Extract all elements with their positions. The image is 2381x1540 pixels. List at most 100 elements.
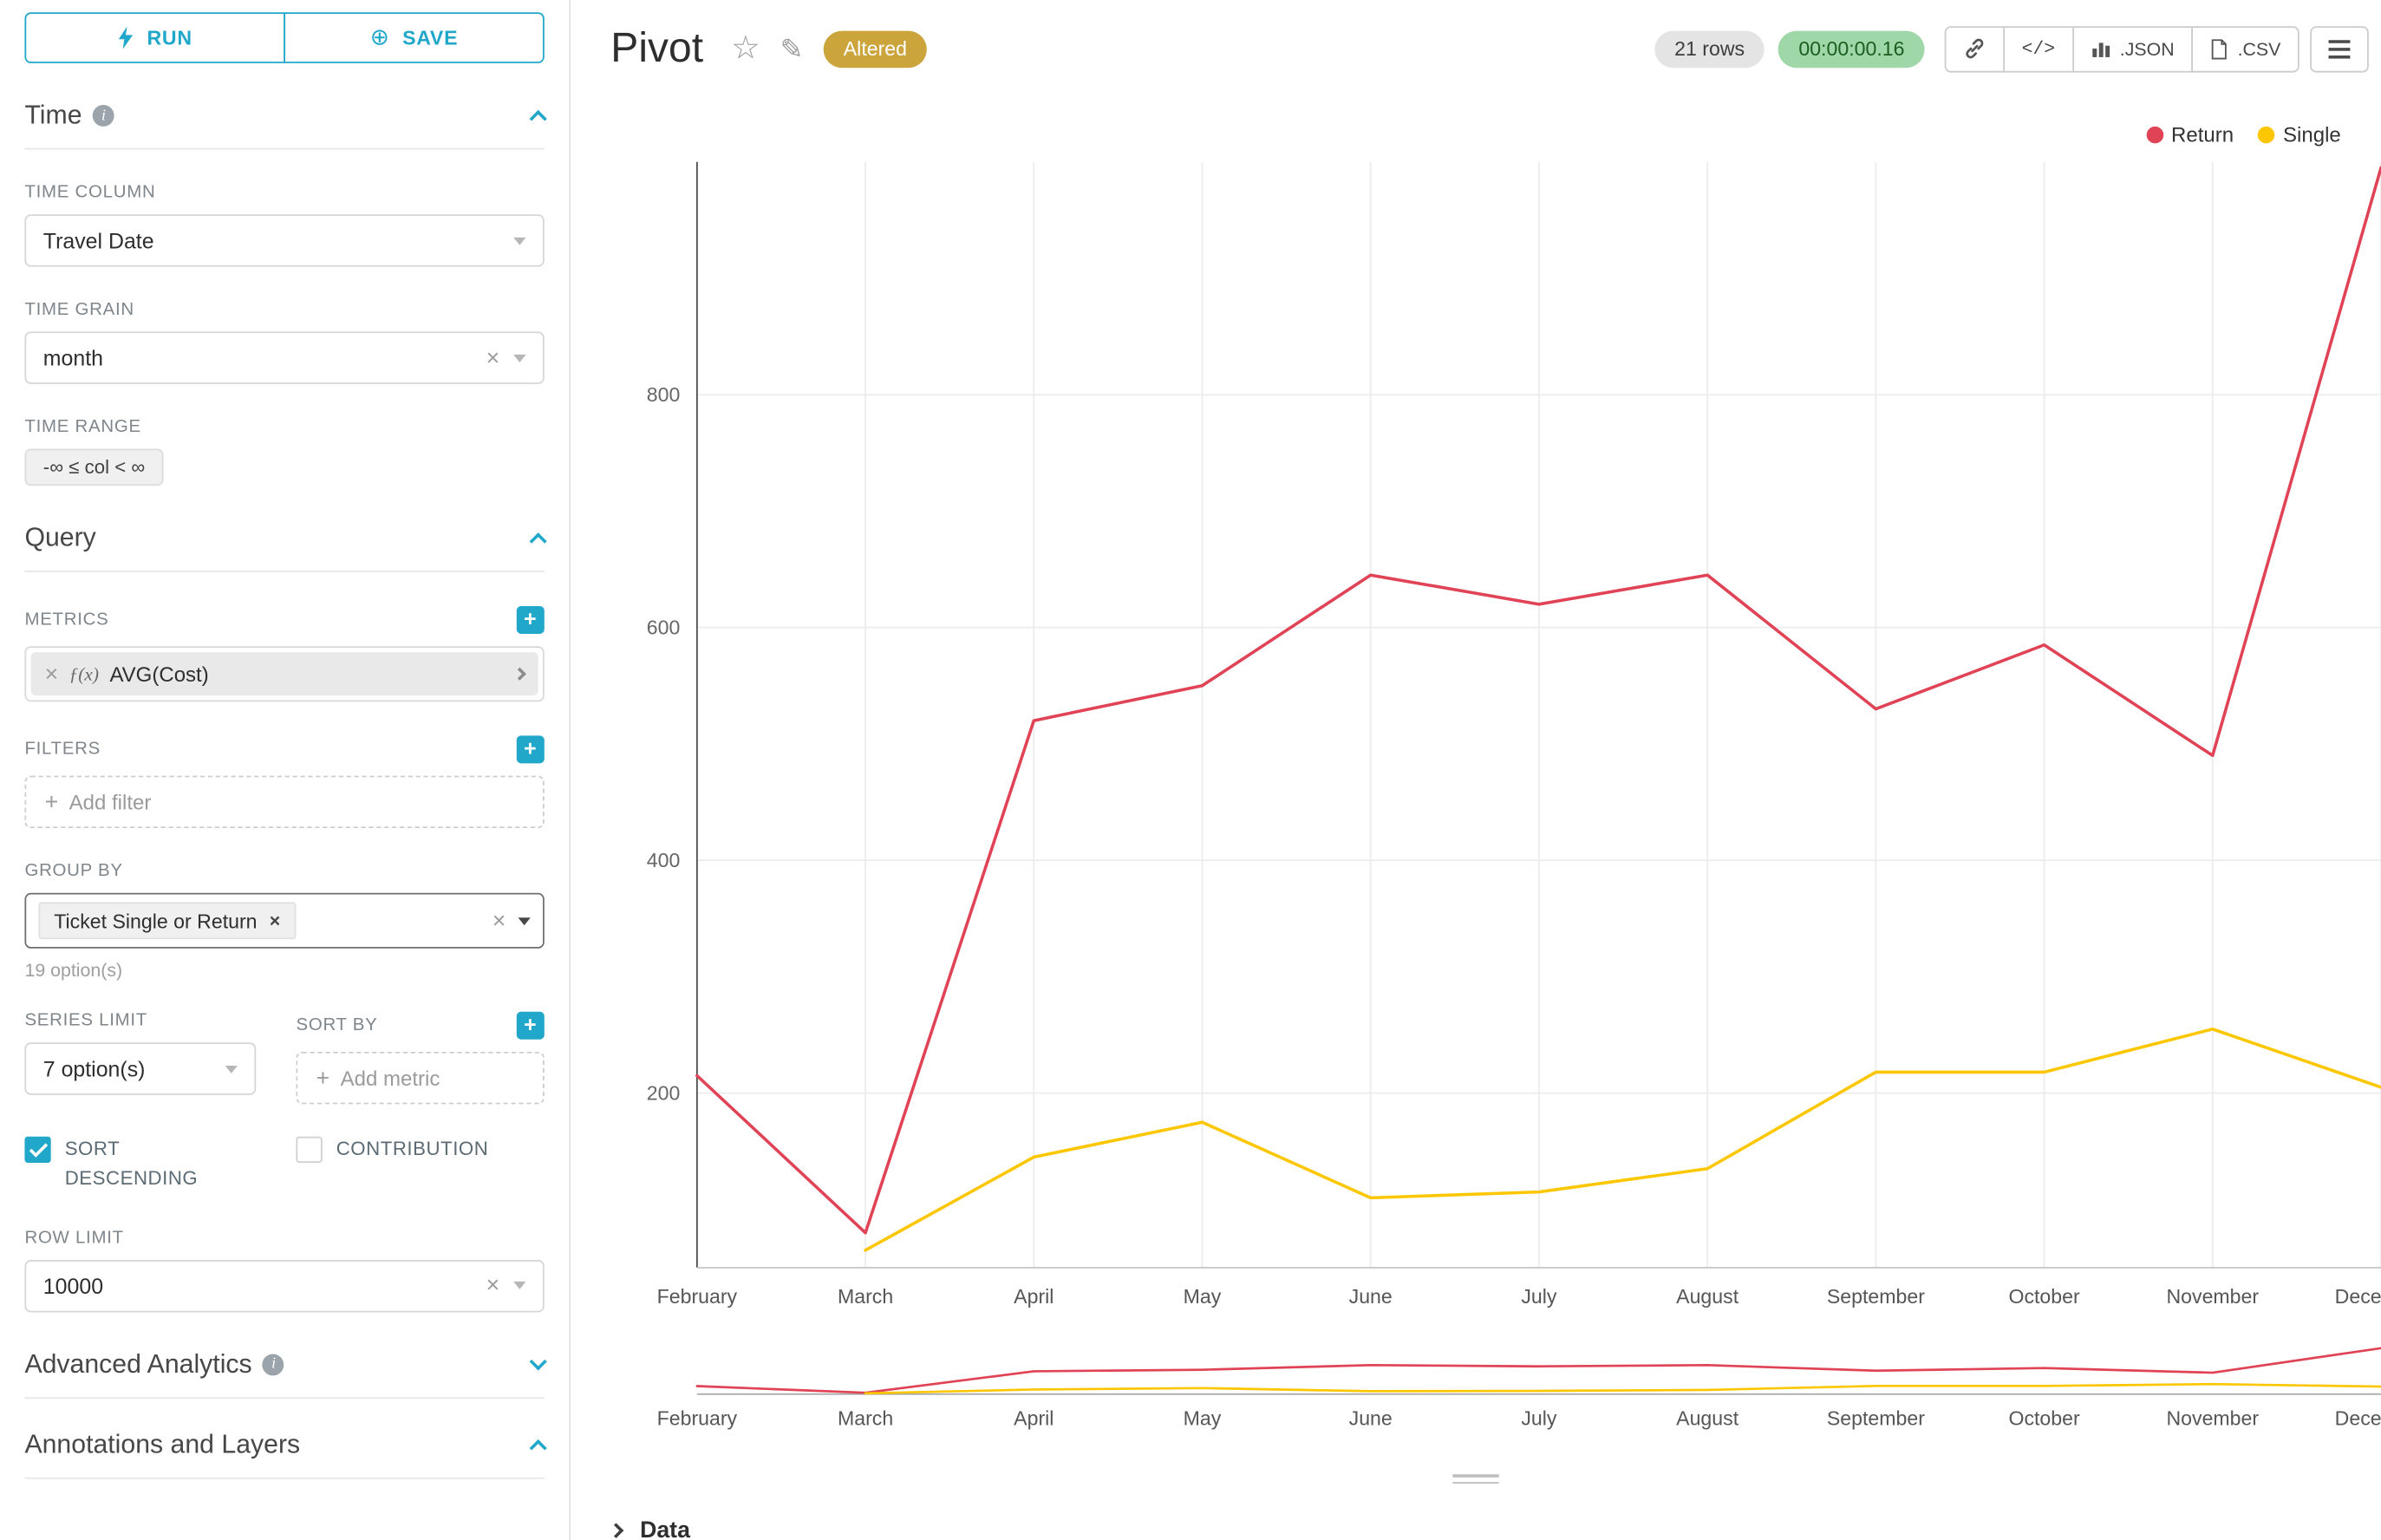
- svg-text:September: September: [1827, 1285, 1925, 1308]
- svg-text:March: March: [838, 1285, 893, 1308]
- time-grain-select[interactable]: month ×: [24, 331, 545, 384]
- group-by-tag-label: Ticket Single or Return: [54, 909, 258, 933]
- svg-text:September: September: [1827, 1406, 1925, 1429]
- svg-text:April: April: [1014, 1285, 1054, 1308]
- data-panel-title: Data: [640, 1517, 690, 1540]
- chevron-down-icon: [513, 354, 526, 362]
- svg-text:800: 800: [647, 383, 681, 406]
- clear-icon[interactable]: ×: [486, 1272, 500, 1299]
- save-button[interactable]: ⊕ SAVE: [284, 12, 545, 63]
- svg-text:December: December: [2335, 1406, 2381, 1429]
- add-metric-button[interactable]: +: [516, 605, 545, 634]
- advanced-analytics-title: Advanced Analytics: [24, 1348, 252, 1379]
- svg-text:August: August: [1676, 1285, 1739, 1308]
- group-by-tag[interactable]: Ticket Single or Return ×: [38, 902, 297, 940]
- checkbox-checked[interactable]: [24, 1136, 51, 1163]
- data-panel-toggle[interactable]: Data: [608, 1517, 690, 1540]
- clear-icon[interactable]: ×: [492, 907, 506, 934]
- time-column-label: TIME COLUMN: [24, 183, 156, 202]
- group-by-select[interactable]: Ticket Single or Return × ×: [24, 892, 545, 949]
- chevron-up-icon[interactable]: [529, 1439, 547, 1457]
- remove-tag-icon[interactable]: ×: [269, 910, 281, 932]
- svg-text:June: June: [1349, 1406, 1393, 1429]
- time-grain-label: TIME GRAIN: [24, 300, 134, 320]
- circle-plus-icon: ⊕: [369, 24, 390, 51]
- time-range-brush[interactable]: February March April May June July August Septe…: [571, 1335, 2381, 1446]
- query-section-header[interactable]: Query: [24, 522, 547, 572]
- plus-icon: +: [316, 1065, 330, 1092]
- row-limit-value: 10000: [42, 1273, 104, 1299]
- svg-text:July: July: [1521, 1285, 1557, 1308]
- metric-chip[interactable]: × ƒ(x) AVG(Cost): [30, 652, 538, 696]
- checkbox-unchecked[interactable]: [296, 1136, 323, 1163]
- legend-item-single[interactable]: Single: [2258, 123, 2341, 147]
- chevron-down-icon: [513, 236, 526, 245]
- metrics-label-row: METRICS +: [24, 605, 545, 634]
- chevron-up-icon[interactable]: [529, 532, 547, 551]
- run-button-label: RUN: [147, 26, 192, 49]
- time-column-select[interactable]: Travel Date: [24, 214, 545, 267]
- contribution-label: CONTRIBUTION: [336, 1138, 489, 1160]
- query-section-title: Query: [24, 522, 96, 552]
- svg-text:June: June: [1349, 1285, 1393, 1308]
- svg-text:November: November: [2166, 1406, 2259, 1429]
- chevron-down-icon[interactable]: [529, 1352, 547, 1371]
- edit-properties-icon[interactable]: ✎: [780, 33, 804, 64]
- sort-by-label: SORT BY: [296, 1016, 378, 1035]
- export-json-button[interactable]: .JSON: [2071, 25, 2193, 72]
- time-column-value: Travel Date: [42, 228, 154, 253]
- add-filter-label: Add filter: [68, 790, 152, 814]
- svg-text:November: November: [2166, 1285, 2259, 1308]
- svg-text:April: April: [1014, 1406, 1054, 1429]
- svg-text:May: May: [1184, 1285, 1222, 1308]
- panel-resize-handle[interactable]: [1444, 1470, 1509, 1488]
- svg-text:October: October: [2008, 1406, 2080, 1429]
- contribution-option[interactable]: CONTRIBUTION: [296, 1135, 544, 1195]
- chart-container: Pivot ☆ ✎ Altered 21 rows 00:00:00.16 </…: [571, 0, 2381, 1540]
- legend-item-return[interactable]: Return: [2146, 123, 2234, 147]
- series-limit-select[interactable]: 7 option(s): [24, 1042, 257, 1095]
- annotations-layers-title: Annotations and Layers: [24, 1429, 301, 1459]
- sort-descending-option[interactable]: SORT DESCENDING: [24, 1135, 256, 1195]
- svg-text:February: February: [657, 1406, 738, 1429]
- export-csv-button[interactable]: .CSV: [2191, 25, 2299, 72]
- row-limit-select[interactable]: 10000 ×: [24, 1259, 545, 1313]
- run-button[interactable]: RUN: [24, 12, 286, 63]
- clear-icon[interactable]: ×: [486, 344, 500, 371]
- time-range-label: TIME RANGE: [24, 417, 141, 437]
- metric-name: AVG(Cost): [109, 662, 209, 686]
- more-options-button[interactable]: [2310, 25, 2369, 72]
- advanced-analytics-header[interactable]: Advanced Analytics i: [24, 1348, 547, 1399]
- chart-legend: Return Single: [2146, 123, 2341, 147]
- chevron-right-icon[interactable]: [512, 667, 526, 681]
- export-json-label: .JSON: [2119, 37, 2175, 60]
- chevron-down-icon: [225, 1065, 238, 1073]
- annotations-layers-header[interactable]: Annotations and Layers: [24, 1429, 547, 1479]
- view-query-button[interactable]: </>: [2003, 25, 2074, 72]
- copy-link-button[interactable]: [1944, 25, 2006, 72]
- time-section-title: Time: [24, 100, 82, 130]
- chart-title: Pivot: [610, 24, 704, 71]
- filters-label: FILTERS: [24, 740, 101, 760]
- time-grain-value: month: [42, 345, 104, 370]
- add-sort-metric-dropzone[interactable]: + Add metric: [296, 1051, 545, 1105]
- time-section-header[interactable]: Time i: [24, 100, 547, 150]
- svg-text:600: 600: [647, 617, 681, 639]
- info-icon: i: [263, 1354, 284, 1375]
- row-count-badge: 21 rows: [1654, 29, 1765, 68]
- add-sort-metric-button[interactable]: +: [516, 1011, 545, 1040]
- svg-text:July: July: [1521, 1406, 1557, 1429]
- caret-down-icon: [518, 917, 531, 925]
- favorite-star-icon[interactable]: ☆: [731, 30, 760, 67]
- info-icon: i: [92, 104, 114, 127]
- time-range-pill[interactable]: -∞ ≤ col < ∞: [24, 448, 164, 486]
- sort-by-label-row: SORT BY +: [296, 1011, 545, 1040]
- add-filter-button[interactable]: +: [516, 735, 545, 764]
- legend-dot-single: [2258, 126, 2276, 144]
- add-filter-dropzone[interactable]: + Add filter: [24, 775, 545, 829]
- group-by-label: GROUP BY: [24, 862, 123, 881]
- remove-metric-icon[interactable]: ×: [44, 661, 59, 688]
- svg-text:May: May: [1184, 1406, 1222, 1429]
- metrics-label: METRICS: [24, 610, 109, 630]
- chevron-up-icon[interactable]: [529, 109, 547, 128]
